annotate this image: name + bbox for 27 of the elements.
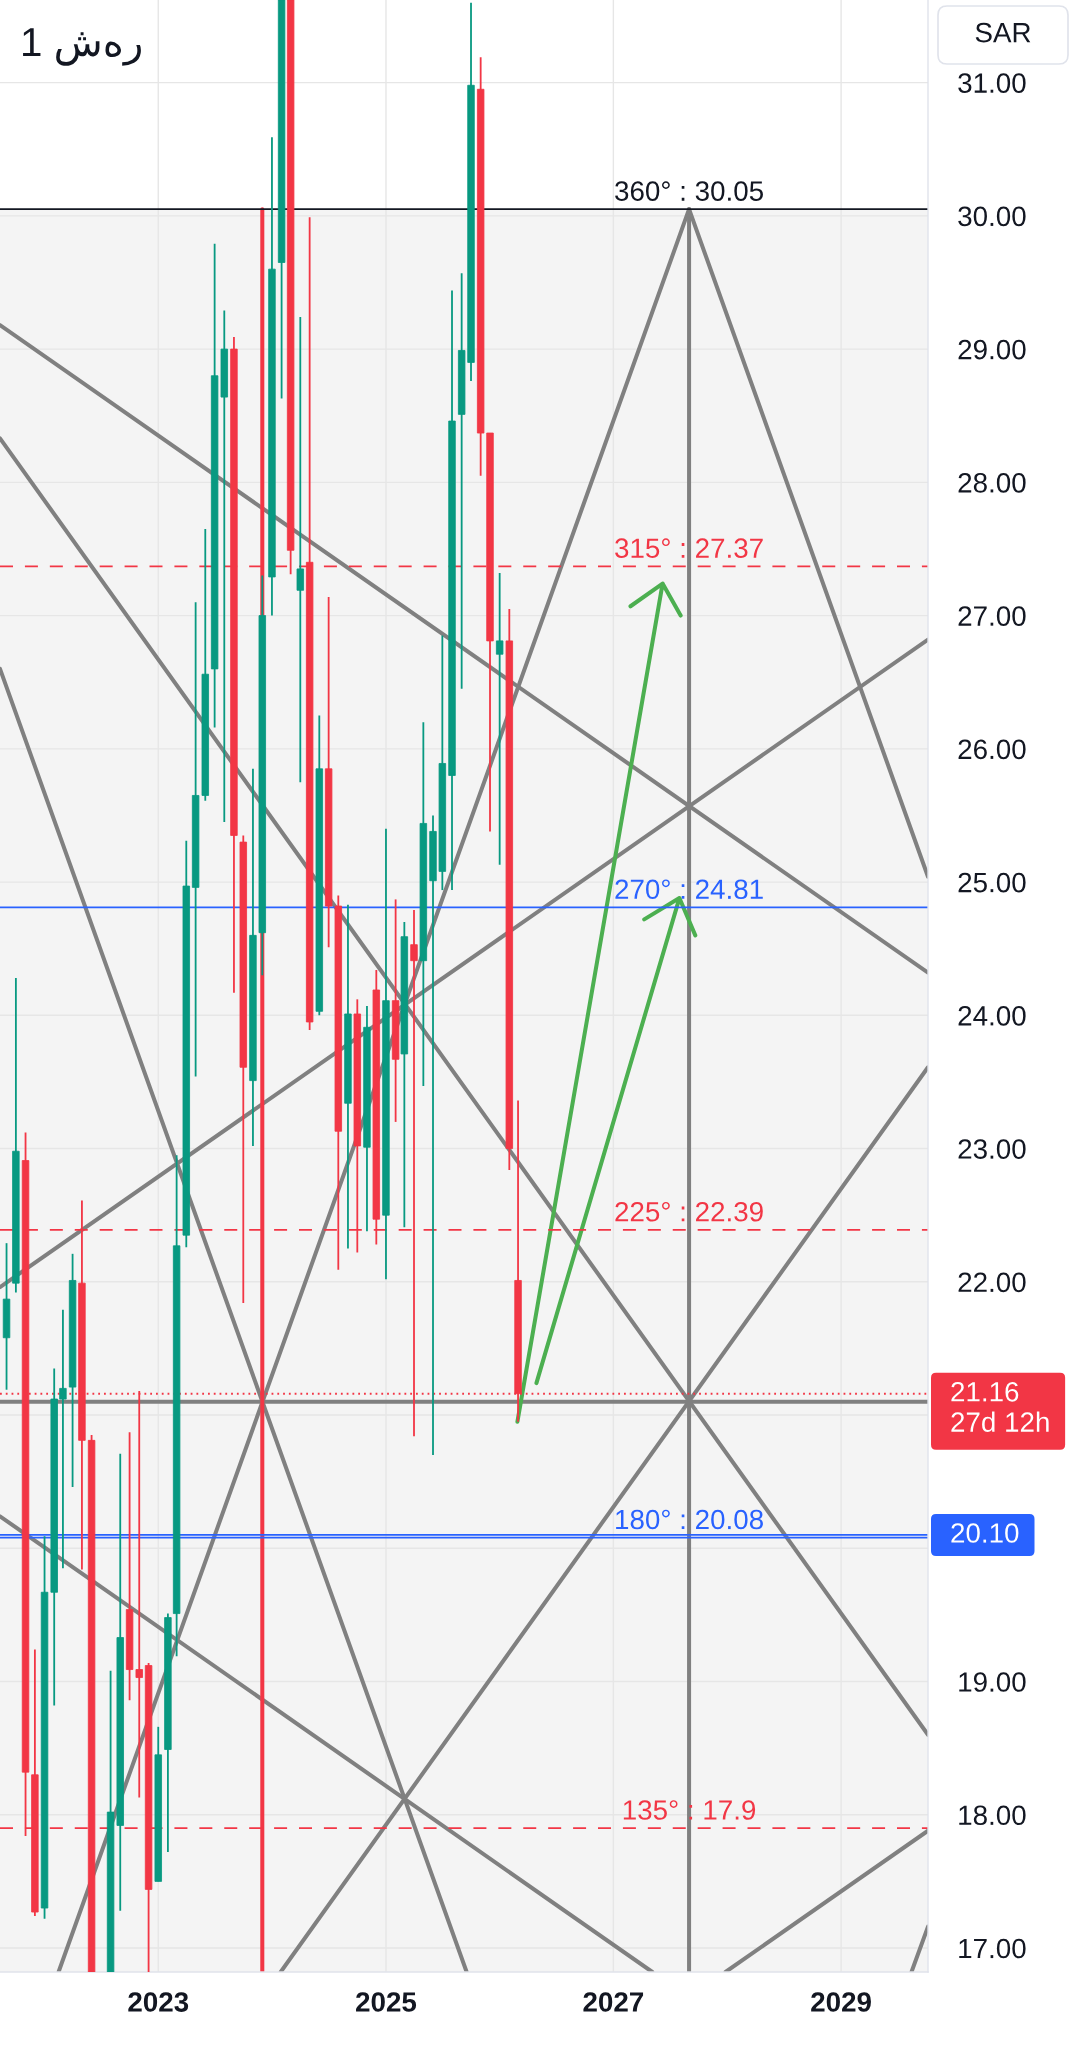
y-tick-label: 30.00: [958, 206, 1026, 227]
y-tick-label: 26.00: [958, 739, 1026, 760]
y-tick-label: 29.00: [958, 339, 1026, 360]
y-tick-label: 18.00: [959, 1805, 1026, 1826]
y-tick-label: 23.00: [958, 1139, 1026, 1159]
y-tick-label: 19.00: [959, 1672, 1026, 1692]
annotation: 315° : 27.37: [615, 538, 763, 559]
x-tick-label: 2023: [128, 1992, 189, 2012]
annotation: 360° : 30.05: [615, 181, 763, 201]
y-tick-label: 22.00: [958, 1272, 1026, 1293]
y-tick-label: 27.00: [958, 606, 1026, 626]
text: 1 شهر: [23, 28, 141, 66]
y-tick-label: 17.00: [959, 1938, 1026, 1959]
annotation: 135° : 17.9: [623, 1800, 756, 1820]
x-tick-label: 2029: [811, 1992, 871, 2012]
x-tick-label: 2025: [356, 1992, 417, 2012]
x-tick-label: 2027: [583, 1992, 644, 2012]
y-tick-label: 24.00: [958, 1005, 1026, 1026]
y-tick-label: 28.00: [958, 473, 1026, 493]
annotation: 180° : 20.08: [616, 1509, 763, 1530]
y-axis-title: SAR: [975, 22, 1031, 43]
ref-line-label: 21.16 27d 12h: [951, 1381, 1049, 1432]
ref-line-label: 20.10: [951, 1523, 1019, 1543]
annotation: 270° : 24.81: [615, 879, 763, 900]
annotation: 225° : 22.39: [615, 1201, 763, 1222]
y-tick-label: 31.00: [958, 73, 1026, 93]
y-tick-label: 25.00: [958, 872, 1026, 893]
